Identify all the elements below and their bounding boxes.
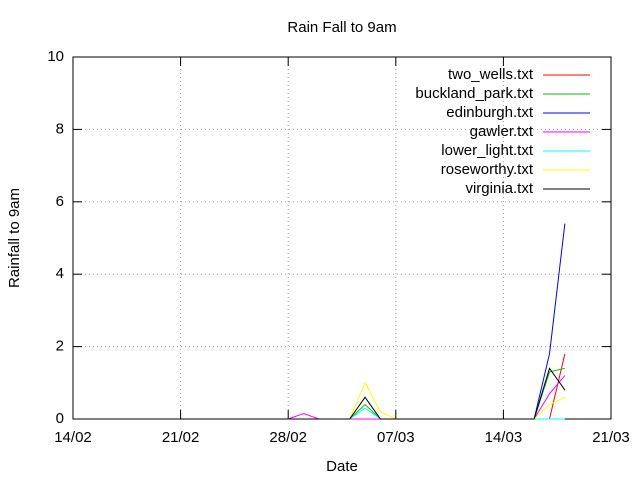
x-tick-label: 14/02: [54, 429, 92, 446]
y-tick-label: 8: [56, 120, 64, 137]
y-tick-label: 4: [56, 265, 64, 282]
legend-label: two_wells.txt: [448, 66, 534, 83]
x-tick-label: 21/02: [162, 429, 200, 446]
data-line: [288, 223, 566, 420]
x-tick-label: 07/03: [377, 429, 415, 446]
legend-label: gawler.txt: [470, 123, 534, 140]
data-line: [288, 367, 566, 420]
y-tick-label: 2: [56, 338, 64, 355]
y-tick-label: 0: [56, 410, 64, 427]
data-line: [288, 375, 566, 420]
legend-label: edinburgh.txt: [446, 104, 534, 121]
y-tick-label: 10: [47, 48, 64, 65]
x-tick-label: 28/02: [269, 429, 307, 446]
y-tick-label: 6: [56, 193, 64, 210]
y-axis-label: Rainfall to 9am: [6, 188, 23, 288]
legend-label: roseworthy.txt: [441, 161, 534, 178]
data-line: [288, 367, 566, 420]
x-tick-label: 21/03: [592, 429, 630, 446]
x-tick-label: 14/03: [485, 429, 523, 446]
legend-label: lower_light.txt: [441, 142, 534, 159]
data-line: [288, 381, 566, 420]
legend-label: virginia.txt: [465, 180, 533, 197]
data-line: [288, 353, 566, 420]
chart-title: Rain Fall to 9am: [287, 19, 396, 36]
data-line: [288, 407, 565, 420]
legend-label: buckland_park.txt: [415, 85, 533, 102]
x-axis-label: Date: [326, 458, 358, 475]
